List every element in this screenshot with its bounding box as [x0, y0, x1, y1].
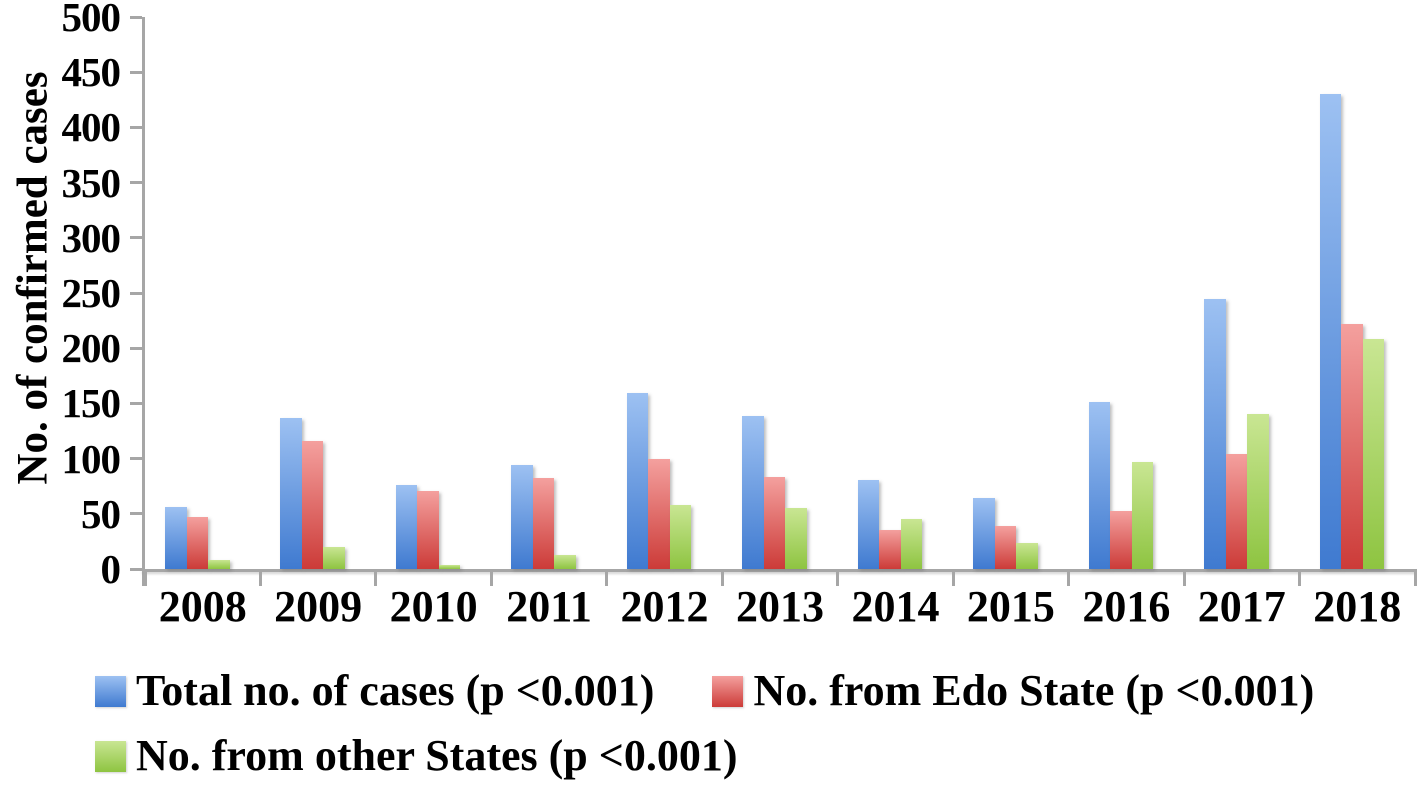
y-tick-label-400: 400: [61, 104, 122, 151]
plot-area: 500 450 400 350 300 250 200 150 100 50 0 2008 2009 20…: [62, 0, 1417, 630]
bar-edo-2017: [1225, 454, 1248, 569]
bar-other-2018: [1362, 339, 1385, 569]
x-boundary-tick-0: [143, 572, 147, 586]
bar-total-2018: [1319, 94, 1342, 569]
legend-item-edo: No. from Edo State (p <0.001): [712, 665, 1314, 717]
bar-edo-2012: [648, 458, 670, 569]
legend-label-other: No. from other States (p <0.001): [136, 731, 738, 780]
bar-other-2017: [1247, 414, 1269, 569]
x-cat-label-2011: 2011: [506, 582, 592, 631]
x-axis-line: [142, 569, 1417, 572]
x-boundary-tick-7: [951, 572, 955, 586]
x-cat-label-2018: 2018: [1313, 582, 1402, 631]
x-boundary-tick-1: [258, 572, 262, 586]
x-cat-label-2012: 2012: [620, 582, 709, 631]
legend-swatch-edo: [712, 675, 744, 707]
x-boundary-tick-5: [720, 572, 724, 586]
bar-edo-2016: [1110, 510, 1132, 569]
y-tick-label-200: 200: [61, 325, 122, 372]
bar-total-2009: [280, 417, 302, 569]
chart-legend: Total no. of cases (p <0.001) No. from Ed…: [95, 662, 1405, 788]
legend-swatch-other: [95, 740, 126, 772]
y-tick-mark-50: [130, 512, 142, 516]
legend-label-total: Total no. of cases (p <0.001): [136, 666, 655, 715]
x-boundary-tick-3: [489, 572, 493, 586]
bar-other-2009: [323, 546, 345, 569]
y-tick-label-0: 0: [100, 546, 122, 592]
y-tick-label-100: 100: [61, 435, 122, 482]
legend-label-edo: No. from Edo State (p <0.001): [753, 666, 1315, 715]
y-tick-mark-100: [130, 457, 142, 461]
y-tick-mark-300: [130, 236, 142, 240]
y-tick-label-300: 300: [61, 214, 122, 261]
x-boundary-tick-9: [1182, 572, 1186, 586]
bar-other-2015: [1016, 542, 1038, 569]
y-tick-label-350: 350: [61, 159, 122, 206]
y-tick-mark-200: [130, 346, 142, 350]
legend-swatch-total: [95, 675, 126, 707]
x-boundary-tick-4: [605, 572, 609, 586]
x-cat-label-2014: 2014: [851, 582, 940, 631]
bar-edo-2018: [1341, 323, 1363, 569]
bar-edo-2011: [532, 478, 555, 569]
bar-other-2016: [1131, 461, 1154, 569]
x-cat-label-2013: 2013: [735, 582, 824, 631]
y-tick-label-150: 150: [61, 380, 122, 427]
bar-total-2010: [395, 485, 418, 569]
bar-total-2008: [165, 507, 187, 569]
bar-edo-2015: [994, 525, 1017, 569]
y-tick-mark-450: [130, 70, 142, 74]
legend-item-total: Total no. of cases (p <0.001): [95, 665, 654, 717]
bar-total-2012: [626, 393, 649, 569]
y-tick-mark-400: [130, 125, 142, 129]
x-cat-label-2015: 2015: [966, 582, 1055, 631]
x-cat-label-2008: 2008: [158, 582, 247, 631]
bar-edo-2008: [186, 517, 208, 569]
x-cat-label-2016: 2016: [1082, 582, 1171, 631]
y-tick-label-450: 450: [61, 49, 122, 96]
bar-total-2015: [973, 498, 995, 569]
bar-total-2014: [857, 479, 880, 569]
bar-edo-2009: [301, 440, 324, 569]
y-tick-label-50: 50: [81, 490, 121, 537]
bar-edo-2014: [879, 530, 901, 569]
x-cat-label-2017: 2017: [1197, 582, 1286, 631]
bar-total-2011: [511, 465, 533, 569]
x-cat-label-2009: 2009: [274, 582, 363, 631]
x-boundary-tick-6: [836, 572, 840, 586]
bar-total-2017: [1204, 298, 1226, 569]
legend-row-2: No. from other States (p <0.001): [95, 727, 1405, 785]
y-tick-label-500: 500: [61, 0, 122, 40]
bar-other-2012: [669, 504, 692, 569]
bar-total-2016: [1088, 402, 1111, 569]
y-tick-label-250: 250: [61, 270, 122, 316]
y-tick-mark-250: [130, 291, 142, 295]
bar-edo-2013: [763, 477, 786, 569]
y-axis-line: [142, 17, 145, 586]
x-cat-label-2010: 2010: [389, 582, 478, 631]
y-tick-mark-500: [130, 15, 142, 19]
x-boundary-tick-11: [1413, 572, 1417, 586]
bar-other-2013: [785, 508, 807, 569]
x-boundary-tick-8: [1067, 572, 1071, 586]
legend-item-other: No. from other States (p <0.001): [95, 730, 737, 782]
x-boundary-tick-10: [1298, 572, 1302, 586]
bar-other-2010: [438, 564, 461, 569]
bar-other-2008: [208, 560, 230, 569]
bar-edo-2010: [417, 490, 439, 569]
bar-other-2014: [900, 519, 923, 569]
x-boundary-tick-2: [374, 572, 378, 586]
bar-total-2013: [742, 415, 764, 569]
bar-other-2011: [554, 554, 576, 569]
y-tick-mark-350: [130, 181, 142, 185]
legend-row-1: Total no. of cases (p <0.001) No. from Ed…: [95, 662, 1405, 720]
y-tick-mark-150: [130, 401, 142, 405]
y-tick-mark-0: [130, 567, 142, 571]
